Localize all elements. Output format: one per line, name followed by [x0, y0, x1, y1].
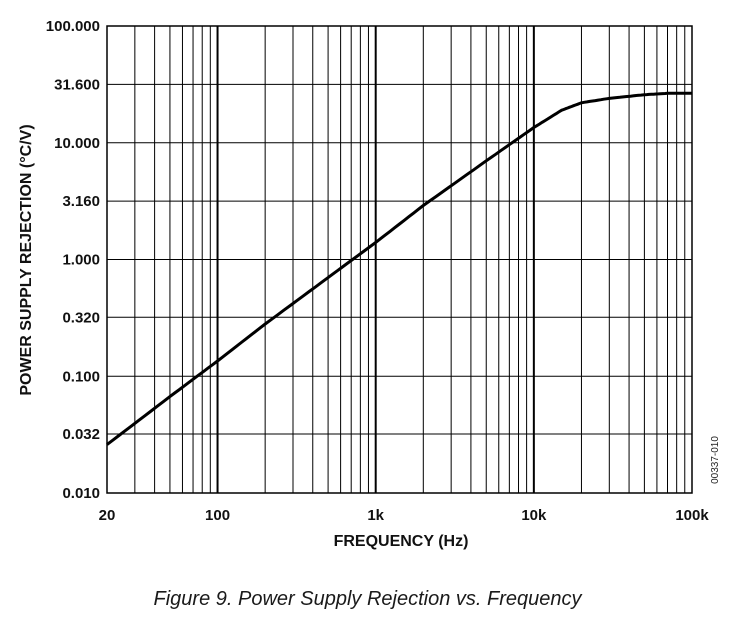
series-layer — [106, 91, 692, 446]
x-tick-label: 1k — [367, 507, 384, 524]
y-tick-label: 100.000 — [46, 18, 100, 35]
x-tick-label: 100 — [205, 507, 230, 524]
figure-caption: Figure 9. Power Supply Rejection vs. Fre… — [153, 588, 582, 610]
y-tick-label: 0.032 — [62, 426, 100, 443]
x-tick-label: 100k — [675, 507, 709, 524]
y-tick-label: 0.100 — [62, 368, 100, 385]
x-tick-labels: 20 100 1k 10k 100k — [99, 507, 710, 524]
y-tick-label: 0.010 — [62, 485, 100, 502]
y-tick-label: 1.000 — [62, 252, 100, 269]
y-tick-label: 31.600 — [54, 76, 100, 93]
y-tick-label: 0.320 — [62, 309, 100, 326]
psr-series-line — [106, 91, 692, 446]
major-gridlines — [107, 26, 692, 493]
y-tick-labels: 0.010 0.032 0.100 0.320 1.000 3.160 10.000 31.6… — [46, 18, 100, 502]
y-tick-label: 3.160 — [62, 193, 100, 210]
plot-frame — [106, 25, 693, 494]
x-axis-title: FREQUENCY (Hz) — [334, 533, 469, 550]
psr-chart: 20 100 1k 10k 100k 0.010 0.032 0.100 0.320 1.000… — [18, 18, 721, 550]
figure-code: 00337-010 — [710, 436, 721, 484]
y-axis-title: POWER SUPPLY REJECTION (°C/V) — [18, 124, 35, 395]
x-tick-label: 20 — [99, 507, 116, 524]
x-tick-label: 10k — [521, 507, 547, 524]
y-tick-label: 10.000 — [54, 135, 100, 152]
